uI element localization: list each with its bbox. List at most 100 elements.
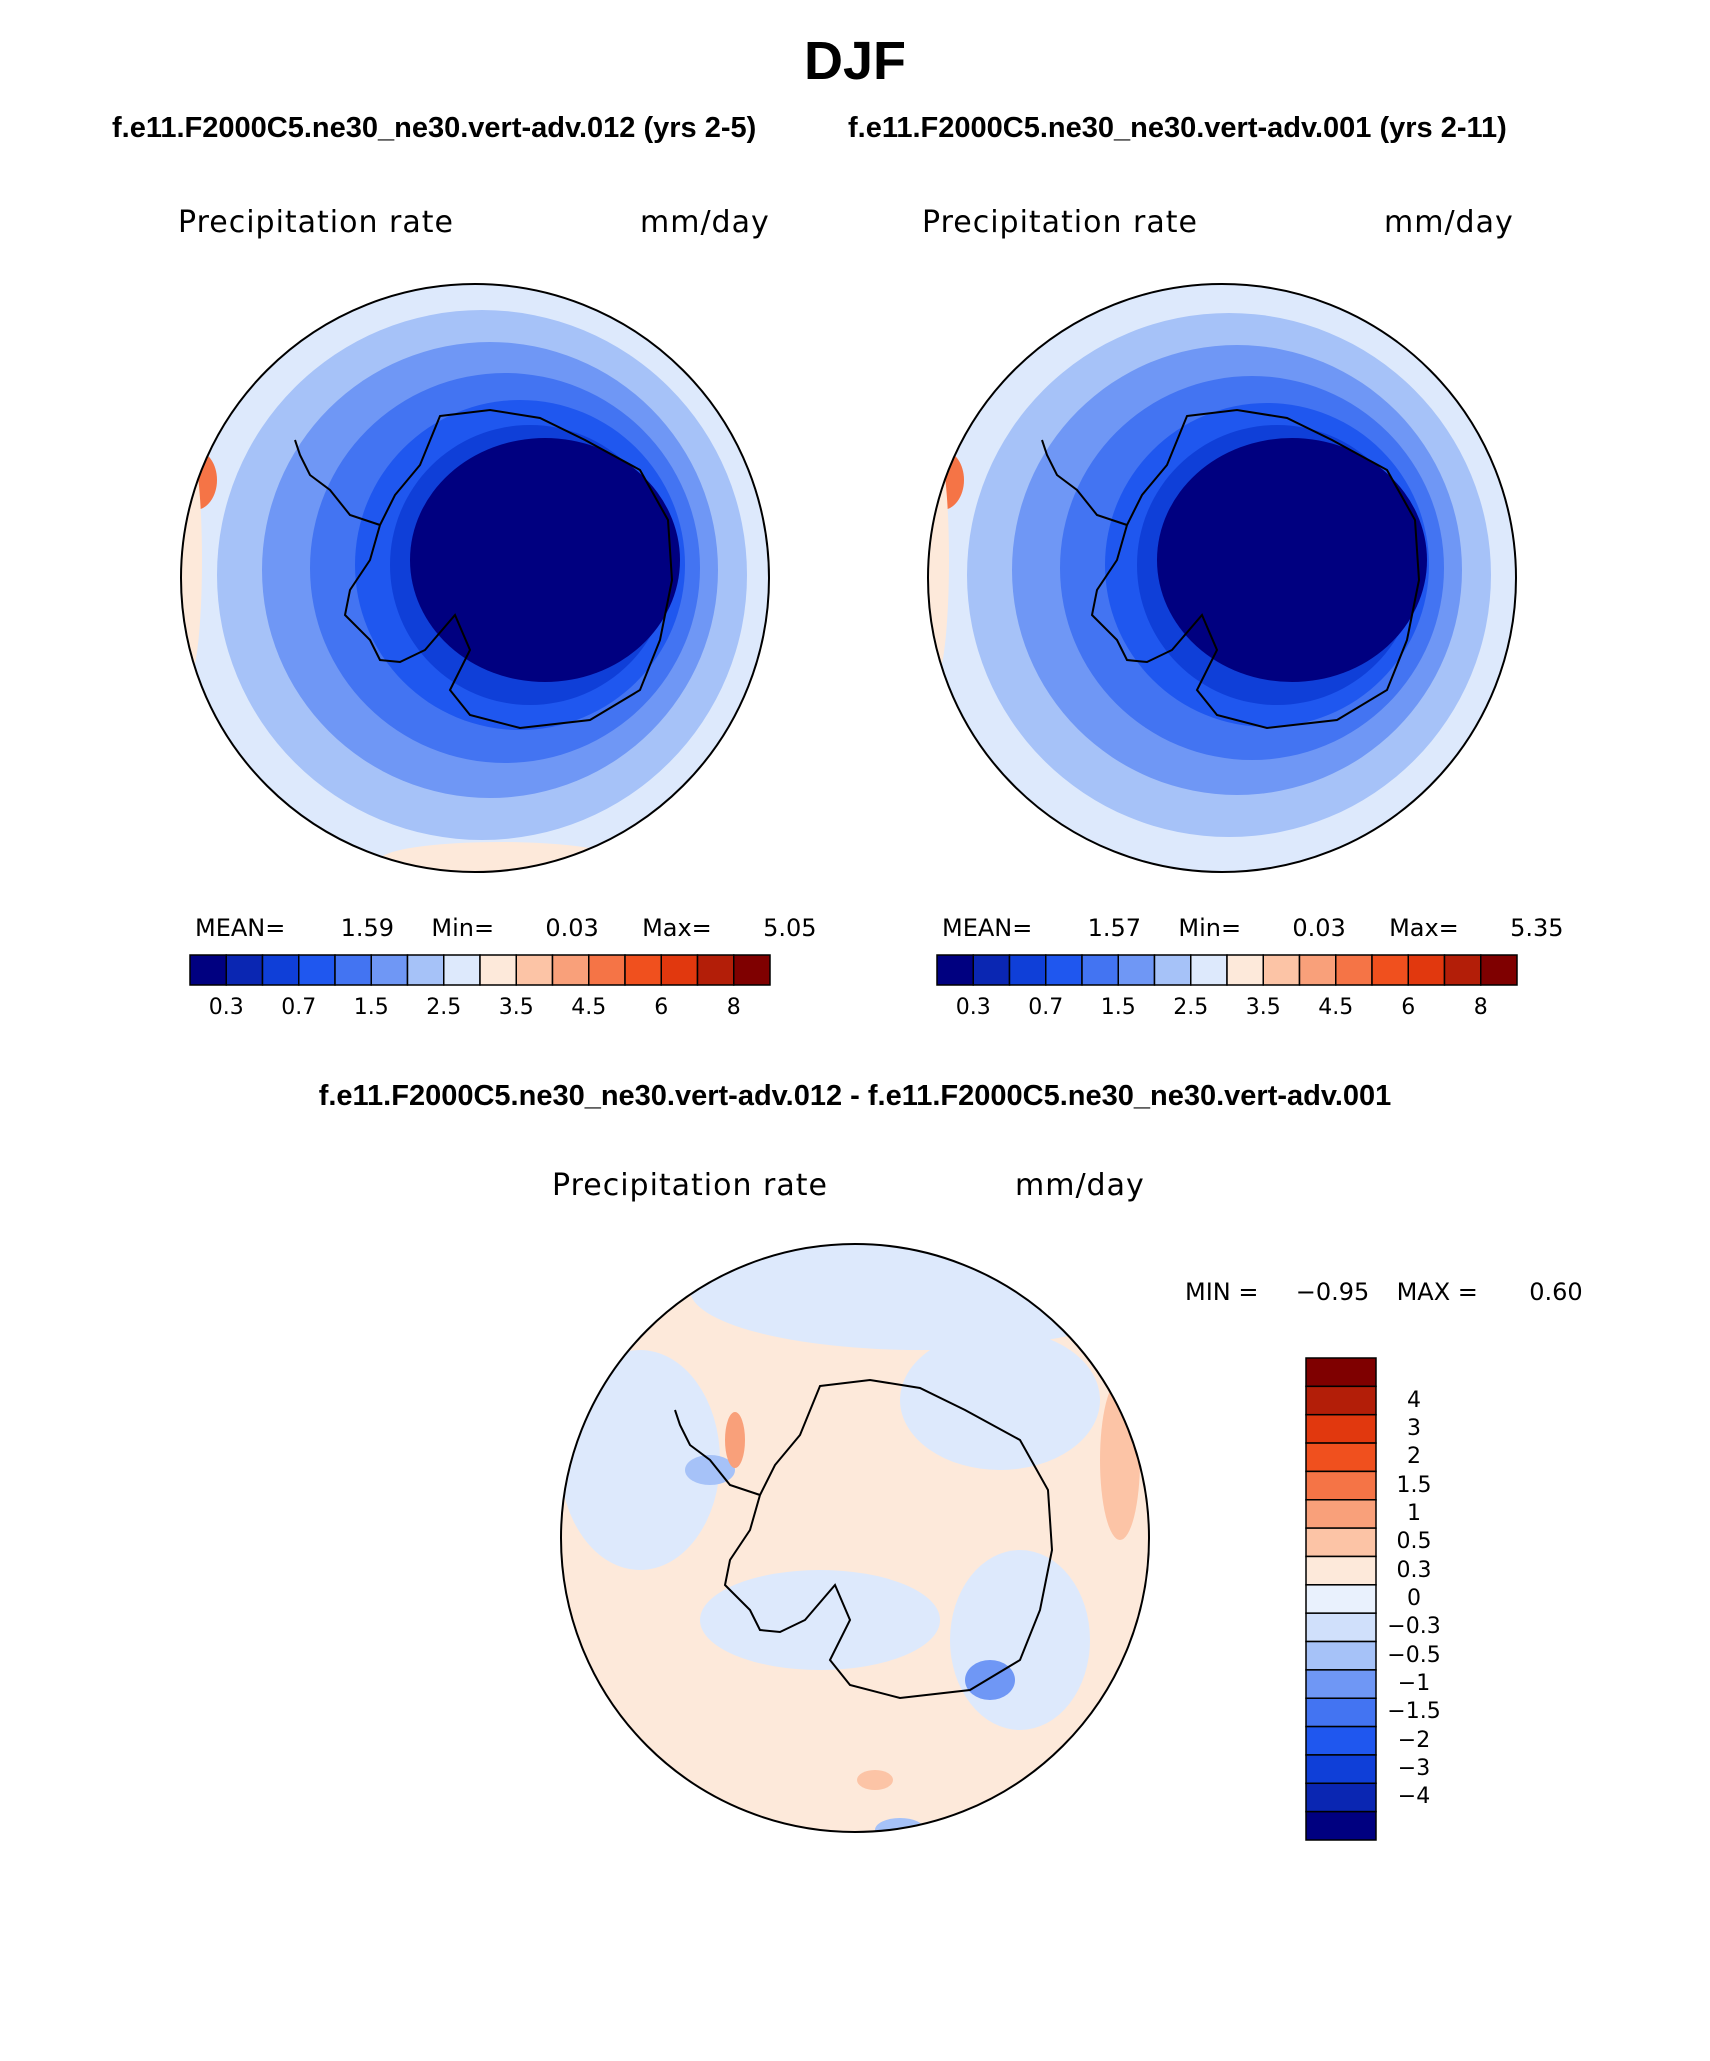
colorbar-box xyxy=(551,954,590,986)
colorbar-box xyxy=(1305,1754,1377,1785)
colorbar-tick-label: −1.5 xyxy=(1387,1699,1441,1725)
colorbar-box xyxy=(1305,1725,1377,1756)
panel1-variable-label: Precipitation rate xyxy=(178,205,454,240)
precip-field-right xyxy=(928,284,1516,872)
colorbar-tick-label: −0.5 xyxy=(1387,1642,1441,1668)
antarctica-coastline-right xyxy=(1090,408,1421,730)
colorbar-tick-label: 6 xyxy=(1401,995,1416,1020)
diff-min-value: −0.95 xyxy=(1295,1278,1370,1306)
precip-diff-field xyxy=(561,1244,1149,1832)
colorbar-box xyxy=(1305,1527,1377,1558)
colorbar-box xyxy=(225,954,264,986)
colorbar-tick-label: 2 xyxy=(1407,1444,1421,1470)
colorbar-box xyxy=(1305,1442,1377,1473)
colorbar-box xyxy=(1305,1385,1377,1416)
panel2-stats: MEAN= 1.57 Min= 0.03 Max= 5.35 xyxy=(942,914,1564,942)
colorbar-box xyxy=(1153,954,1192,986)
colorbar-tick-label: 8 xyxy=(1473,995,1488,1020)
colorbar-box xyxy=(936,954,974,986)
colorbar-tick-label: 6 xyxy=(654,995,669,1020)
colorbar-box xyxy=(1117,954,1156,986)
panel1-min-value: 0.03 xyxy=(545,914,599,942)
colorbar-tick-label: −4 xyxy=(1397,1784,1431,1810)
colorbar-box xyxy=(1407,954,1446,986)
diff-max-label: MAX = xyxy=(1396,1278,1478,1306)
colorbar-box xyxy=(1371,954,1409,986)
colorbar-box xyxy=(1226,954,1264,986)
colorbar-box xyxy=(1305,1810,1377,1841)
colorbar-tick-label: 8 xyxy=(726,995,741,1020)
colorbar-box xyxy=(298,954,336,986)
colorbar-box xyxy=(1081,954,1119,986)
colorbar-box xyxy=(1190,954,1228,986)
colorbar-box xyxy=(370,954,409,986)
colorbar-box xyxy=(660,954,699,986)
colorbar-tick-label: 2.5 xyxy=(426,995,462,1020)
colorbar-box xyxy=(588,954,626,986)
colorbar-tick-label: 1.5 xyxy=(1396,1472,1432,1498)
panel2-max-label: Max= xyxy=(1389,914,1459,942)
panel1-min-label: Min= xyxy=(431,914,495,942)
colorbar-tick-label: 0.3 xyxy=(955,995,991,1020)
panel1-stats: MEAN= 1.59 Min= 0.03 Max= 5.05 xyxy=(195,914,817,942)
colorbar-box xyxy=(1305,1782,1377,1813)
diff-min-max: MIN = −0.95 MAX = 0.60 xyxy=(1185,1278,1583,1306)
colorbar-tick-label: 3.5 xyxy=(1245,995,1281,1020)
colorbar-box xyxy=(443,954,481,986)
difference-title: f.e11.F2000C5.ne30_ne30.vert-adv.012 - f… xyxy=(318,1080,1392,1112)
colorbar-tick-label: 3 xyxy=(1407,1415,1421,1441)
colorbar-right xyxy=(936,954,1518,986)
colorbar-left xyxy=(189,954,771,986)
colorbar-tick-label: 4 xyxy=(1407,1387,1421,1413)
colorbar-box xyxy=(1305,1669,1377,1699)
colorbar-tick-label: −3 xyxy=(1397,1756,1431,1782)
page-title: DJF xyxy=(803,31,906,91)
colorbar-box xyxy=(1480,954,1518,986)
case-title-left: f.e11.F2000C5.ne30_ne30.vert-adv.012 (yr… xyxy=(112,112,757,144)
colorbar-box xyxy=(1335,954,1373,986)
panel2-mean-label: MEAN= xyxy=(942,914,1033,942)
colorbar-box xyxy=(334,954,372,986)
colorbar-box xyxy=(972,954,1011,986)
colorbar-box xyxy=(696,954,735,986)
diff-variable-label: Precipitation rate xyxy=(552,1168,828,1203)
antarctica-coastline-left xyxy=(343,408,674,730)
colorbar-box xyxy=(624,954,662,986)
antarctica-coastline-diff xyxy=(723,1378,1054,1700)
panel1-mean-value: 1.59 xyxy=(340,914,395,942)
colorbar-box xyxy=(1298,954,1337,986)
panel2-min-label: Min= xyxy=(1178,914,1242,942)
colorbar-box xyxy=(1262,954,1301,986)
colorbar-box xyxy=(1305,1470,1377,1501)
colorbar-tick-label: 0.7 xyxy=(1028,995,1064,1020)
colorbar-box xyxy=(189,954,227,986)
panel1-max-value: 5.05 xyxy=(763,914,817,942)
colorbar-tick-label: 4.5 xyxy=(571,995,607,1020)
colorbar-difference xyxy=(1305,1357,1377,1841)
colorbar-box xyxy=(1305,1697,1377,1728)
colorbar-box xyxy=(1305,1357,1377,1388)
panel2-units-label: mm/day xyxy=(1384,205,1514,240)
colorbar-difference-ticks: 4 3 2 1.5 1 0.5 0.3 0 −0.3 −0.5 −1 −1.5 −2 −3 −4 xyxy=(1384,1358,1474,1840)
colorbar-box xyxy=(1305,1584,1377,1614)
panel2-min-value: 0.03 xyxy=(1292,914,1346,942)
colorbar-box xyxy=(515,954,554,986)
colorbar-tick-label: 1.5 xyxy=(353,995,389,1020)
colorbar-box xyxy=(479,954,517,986)
colorbar-box xyxy=(1305,1499,1377,1529)
colorbar-tick-label: 3.5 xyxy=(498,995,534,1020)
colorbar-box xyxy=(406,954,445,986)
panel2-mean-value: 1.57 xyxy=(1087,914,1142,942)
panel1-max-label: Max= xyxy=(642,914,712,942)
colorbar-tick-label: 1 xyxy=(1407,1500,1421,1526)
colorbar-tick-label: 0.5 xyxy=(1396,1529,1432,1555)
colorbar-tick-label: 0.7 xyxy=(281,995,317,1020)
panel2-variable-label: Precipitation rate xyxy=(922,205,1198,240)
colorbar-left-ticks: 0.3 0.7 1.5 2.5 3.5 4.5 6 8 xyxy=(190,995,770,1025)
colorbar-box xyxy=(261,954,300,986)
panel1-units-label: mm/day xyxy=(640,205,770,240)
colorbar-tick-label: −0.3 xyxy=(1387,1614,1441,1640)
panel1-mean-label: MEAN= xyxy=(195,914,286,942)
diff-min-label: MIN = xyxy=(1185,1278,1259,1306)
diff-max-value: 0.60 xyxy=(1529,1278,1583,1306)
